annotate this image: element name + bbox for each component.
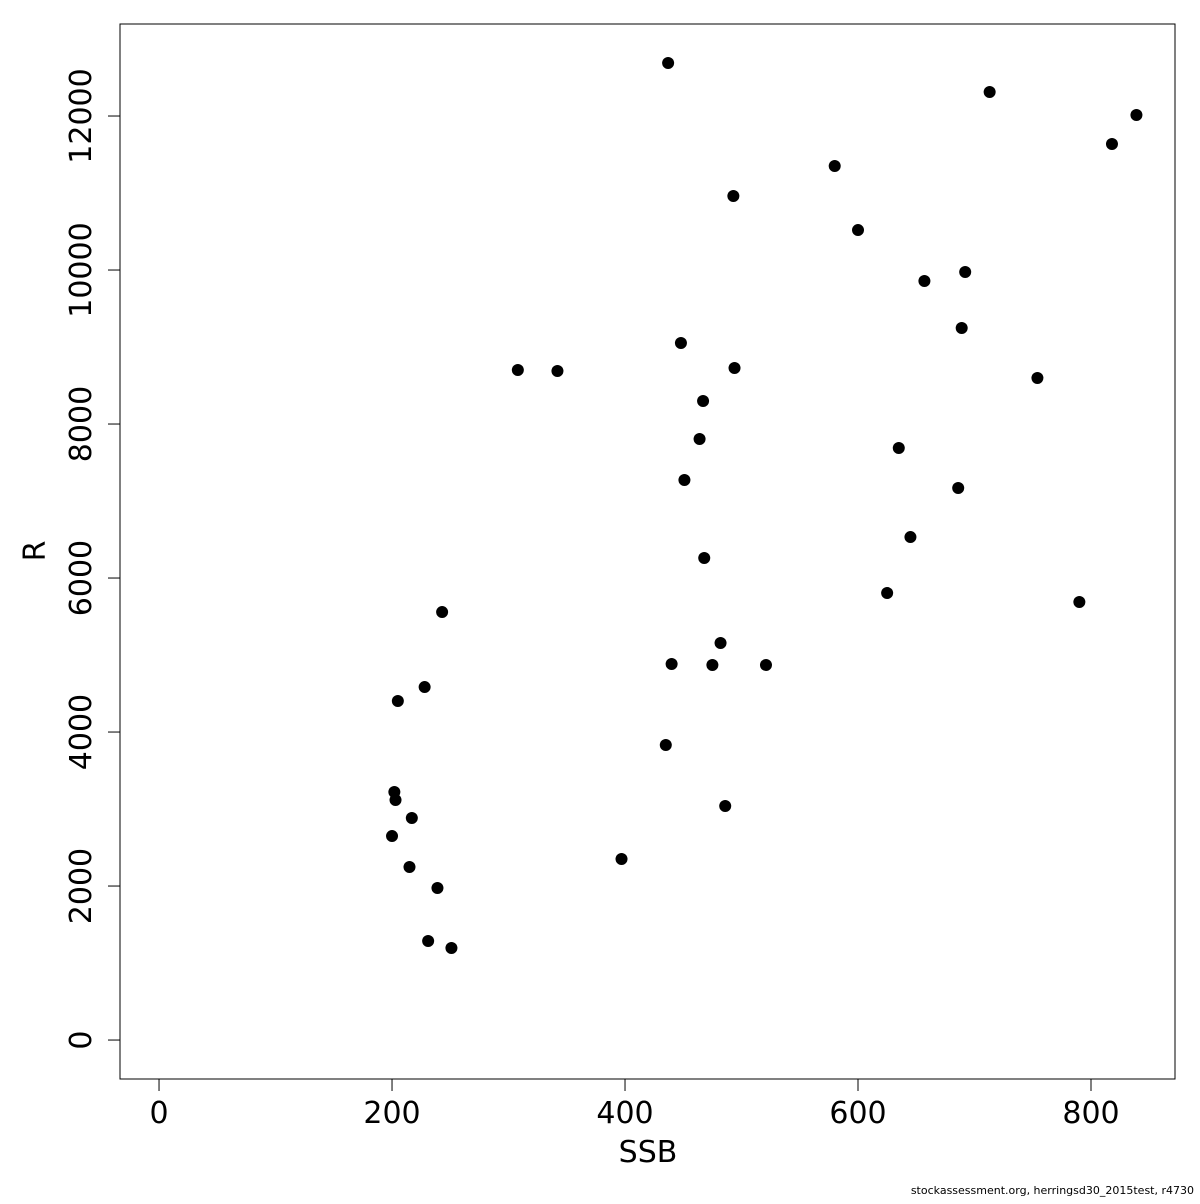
- point: [892, 442, 905, 455]
- point: [706, 659, 719, 672]
- point: [615, 853, 628, 866]
- y-tick-label: 4000: [64, 694, 99, 770]
- point: [983, 85, 996, 98]
- plot-frame: [119, 23, 1176, 1080]
- point: [386, 830, 399, 843]
- x-axis-label: SSB: [619, 1135, 678, 1170]
- point: [955, 322, 968, 335]
- x-tick-label: 400: [596, 1096, 653, 1131]
- point: [1130, 109, 1143, 122]
- point: [759, 659, 772, 672]
- y-axis-label: R: [18, 541, 53, 562]
- point: [1073, 596, 1086, 609]
- point: [918, 275, 931, 288]
- x-tick-label: 800: [1062, 1096, 1119, 1131]
- point: [436, 606, 449, 619]
- point: [727, 190, 740, 203]
- y-tick-label: 0: [64, 1030, 99, 1049]
- x-tick-label: 200: [363, 1096, 420, 1131]
- point: [714, 637, 727, 650]
- point: [828, 159, 841, 172]
- point: [665, 658, 678, 671]
- point: [698, 552, 711, 565]
- point: [511, 364, 524, 377]
- point: [445, 942, 458, 955]
- point: [678, 474, 691, 487]
- point: [551, 365, 564, 378]
- y-tick-label: 8000: [64, 386, 99, 462]
- point: [852, 224, 865, 237]
- point: [405, 812, 418, 825]
- point: [697, 395, 710, 408]
- y-tick-label: 6000: [64, 540, 99, 616]
- point: [422, 935, 435, 948]
- point: [959, 266, 972, 279]
- point: [952, 482, 965, 495]
- point: [662, 57, 675, 70]
- point: [728, 362, 741, 375]
- point: [1105, 138, 1118, 151]
- x-tick-label: 600: [829, 1096, 886, 1131]
- point: [1031, 372, 1044, 385]
- point: [418, 681, 431, 694]
- point: [719, 800, 732, 813]
- point: [693, 433, 706, 446]
- y-tick-label: 2000: [64, 848, 99, 924]
- point: [659, 739, 672, 752]
- point: [904, 531, 917, 544]
- point: [674, 337, 687, 350]
- y-tick-label: 10000: [64, 222, 99, 317]
- x-tick-label: 0: [149, 1096, 168, 1131]
- y-tick-label: 12000: [64, 68, 99, 163]
- point: [881, 587, 894, 600]
- point: [389, 794, 402, 807]
- point: [403, 861, 416, 874]
- point: [431, 882, 444, 895]
- point: [391, 694, 404, 707]
- footer: stockassessment.org, herringsd30_2015tes…: [911, 1184, 1194, 1197]
